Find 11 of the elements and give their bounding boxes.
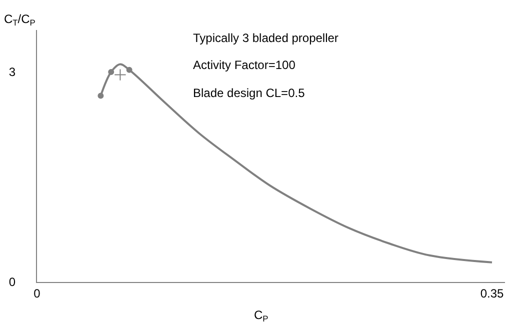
point <box>114 68 126 81</box>
annotation: Blade design CL=0.5 <box>193 86 306 100</box>
point <box>108 69 114 75</box>
y-tick-label: 3 <box>8 65 16 80</box>
y-axis-title: C$_{T}$/C$_{P}$ <box>4 12 36 28</box>
x-tick-label: 0.35 <box>480 286 504 300</box>
x-axis-title: C$_{P}$ <box>254 308 269 324</box>
annotation: Typically 3 bladed propeller <box>193 31 338 45</box>
point <box>98 92 104 99</box>
annotation: Activity Factor=100 <box>193 58 296 72</box>
point <box>126 66 132 73</box>
